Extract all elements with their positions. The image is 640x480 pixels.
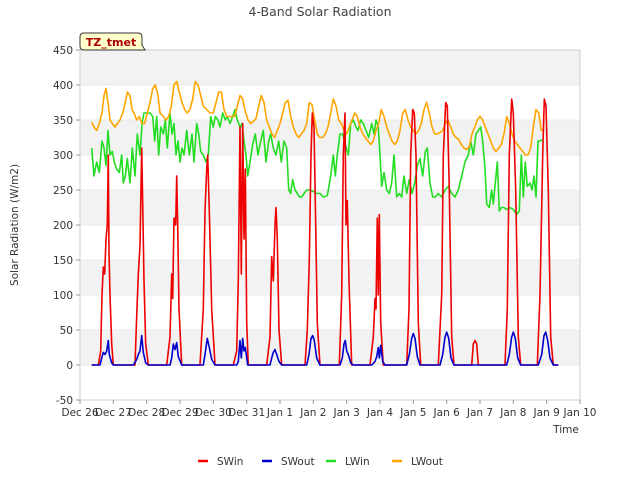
y-tick-label: 100 [53, 290, 73, 302]
legend-label-lwin: LWin [345, 456, 370, 468]
station-badge: TZ_tmet [79, 32, 146, 51]
legend-label-swin: SWin [217, 456, 243, 468]
x-tick-label: Jan 7 [466, 407, 493, 419]
x-tick-label: Jan 9 [533, 407, 560, 419]
x-tick-label: Jan 3 [333, 407, 360, 419]
x-tick-label: Dec 29 [161, 407, 198, 419]
x-tick-label: Dec 26 [61, 407, 98, 419]
grid-band [80, 365, 580, 400]
grid-band [80, 225, 580, 260]
x-tick-label: Jan 6 [433, 407, 461, 419]
grid-band [80, 260, 580, 295]
x-tick-label: Dec 28 [128, 407, 165, 419]
x-tick-label: Jan 4 [366, 407, 394, 419]
series-line-swin [91, 98, 559, 366]
grid-band [80, 155, 580, 190]
x-tick-label: Jan 5 [399, 407, 426, 419]
station-badge-label: TZ_tmet [86, 36, 136, 49]
grid-band [80, 330, 580, 365]
x-axis-label: Time [552, 424, 579, 436]
y-tick-label: 200 [53, 220, 73, 232]
x-tick-label: Dec 30 [195, 407, 232, 419]
y-tick-label: -50 [56, 395, 73, 407]
legend-label-lwout: LWout [411, 456, 443, 468]
y-tick-label: 250 [53, 185, 73, 197]
y-tick-label: 0 [66, 360, 73, 372]
series-line-lwin [90, 108, 543, 216]
station-badge-box [79, 32, 146, 51]
y-tick-label: 450 [53, 45, 73, 57]
grid-band [80, 120, 580, 155]
y-tick-label: 50 [60, 325, 73, 337]
series-lines [90, 80, 559, 366]
series-line-swout [91, 331, 559, 366]
y-axis-ticks: -50 0 50 100 150 200 250 300 350 400 450 [53, 45, 80, 407]
series-line-lwout [90, 80, 544, 156]
chart-title: 4-Band Solar Radiation [249, 4, 392, 19]
y-tick-label: 150 [53, 255, 73, 267]
y-axis-label: Solar Radiation (W/m2) [9, 164, 21, 286]
chart-legend: SWin SWout LWin LWout [198, 456, 443, 468]
grid-band [80, 190, 580, 225]
x-tick-label: Jan 10 [563, 407, 597, 419]
x-tick-label: Jan 2 [299, 407, 326, 419]
x-tick-label: Dec 31 [228, 407, 265, 419]
legend-label-swout: SWout [281, 456, 315, 468]
y-tick-label: 350 [53, 115, 73, 127]
x-tick-label: Jan 8 [499, 407, 526, 419]
grid-band [80, 50, 580, 85]
y-tick-label: 400 [53, 80, 73, 92]
x-tick-label: Dec 27 [95, 407, 132, 419]
grid-band [80, 295, 580, 330]
x-tick-label: Jan 1 [266, 407, 293, 419]
y-tick-label: 300 [53, 150, 73, 162]
